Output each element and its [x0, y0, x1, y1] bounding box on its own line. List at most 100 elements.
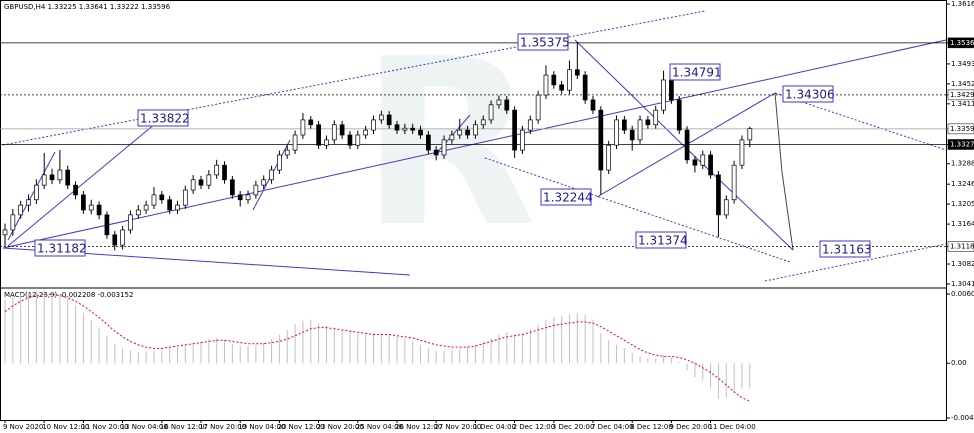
candle-body — [355, 134, 361, 146]
candle-body — [371, 119, 376, 131]
annotation-box — [635, 231, 687, 249]
candle-body — [261, 179, 267, 186]
x-tick-label: 2 Dec 12:00 — [513, 423, 556, 431]
candle-body — [198, 179, 204, 186]
candle-body — [49, 174, 55, 181]
candle-body — [143, 204, 149, 211]
candle-body — [418, 129, 423, 136]
candle-body — [708, 154, 713, 176]
candle-body — [747, 128, 753, 141]
candle-body — [88, 204, 94, 211]
y-tick-label: 1.30820 — [951, 260, 974, 268]
candle-body — [222, 164, 227, 181]
candle-body — [527, 119, 533, 131]
candle-body — [81, 194, 86, 211]
candle-body — [339, 124, 345, 136]
signal-line — [4, 293, 751, 402]
candle-body — [551, 74, 557, 86]
indicator-title: MACD(12,26,9) -0.002208 -0.003152 — [4, 291, 133, 299]
y-tick-label: 1.35362 — [950, 39, 974, 47]
candle-body — [300, 119, 306, 136]
candle-body — [316, 124, 321, 146]
candle-body — [574, 69, 580, 76]
candle-body — [629, 129, 635, 141]
candle-body — [253, 184, 259, 196]
candle-body — [653, 109, 659, 126]
candle-body — [606, 144, 612, 171]
candle-body — [269, 169, 274, 181]
candle-body — [410, 127, 416, 131]
x-tick-label: 23 Nov 20:00 — [317, 423, 364, 431]
candle-body — [182, 189, 188, 206]
annotation: 1.31374 — [638, 234, 688, 248]
candle-body — [57, 169, 63, 181]
y-tick-label: 1.34930 — [951, 60, 974, 68]
annotation-box — [540, 188, 592, 206]
x-tick-label: 10 Nov 12:00 — [42, 423, 89, 431]
x-tick-label: 3 Dec 20:00 — [552, 423, 595, 431]
candle-body — [18, 204, 24, 216]
x-tick-label: 9 Dec 20:00 — [669, 423, 712, 431]
candle-body — [10, 214, 16, 231]
x-tick-label: 1 Dec 04:00 — [473, 423, 516, 431]
annotation: 1.34791 — [672, 66, 722, 80]
candle-body — [739, 139, 745, 166]
candle-body — [700, 154, 706, 166]
candle-body — [175, 204, 180, 211]
annotation: 1.35375 — [520, 36, 570, 50]
price-tag — [947, 37, 974, 49]
x-tick-label: 7 Dec 04:00 — [591, 423, 634, 431]
candle-body — [716, 174, 721, 216]
candle-body — [441, 139, 447, 156]
y-tick-label: 1.34520 — [951, 80, 974, 88]
y-tick-label: 1.31640 — [951, 220, 974, 228]
candle-body — [723, 199, 729, 216]
y-tick-label: 1.32050 — [951, 200, 974, 208]
y-tick-label: 1.36160 — [951, 0, 974, 8]
x-tick-label: 17 Nov 20:00 — [199, 423, 246, 431]
x-tick-label: 13 Nov 04:00 — [121, 423, 168, 431]
price-tag — [947, 139, 974, 150]
x-tick-label: 25 Nov 04:00 — [356, 423, 403, 431]
candle-body — [284, 149, 290, 156]
candle-body — [214, 164, 220, 176]
candle-body — [535, 94, 541, 121]
candle-body — [692, 159, 698, 166]
candle-body — [426, 134, 431, 151]
price-tag — [947, 89, 974, 101]
annotation: 1.33822 — [140, 112, 190, 126]
y-tick-label: 1.31182 — [950, 242, 974, 250]
annotation: 1.32244 — [543, 191, 593, 205]
candle-body — [582, 74, 588, 101]
x-tick-label: 26 Nov 12:00 — [395, 423, 442, 431]
candle-body — [457, 129, 463, 136]
y-tick-label: 1.33596 — [950, 125, 974, 133]
candle-body — [559, 84, 564, 91]
candle-body — [104, 214, 110, 236]
y-tick-label: 0.00 — [951, 359, 967, 367]
candle-body — [394, 124, 400, 131]
annotation-box — [517, 33, 569, 51]
candle-body — [622, 119, 627, 131]
candle-body — [488, 104, 494, 121]
annotation-box — [669, 63, 721, 81]
y-tick-label: 1.33275 — [950, 140, 974, 148]
candle-body — [386, 114, 392, 126]
candle-body — [473, 124, 478, 136]
candle-body — [731, 164, 737, 201]
candle-body — [206, 174, 212, 186]
x-tick-label: 9 Nov 2020 — [3, 423, 43, 431]
candle-body — [245, 194, 251, 201]
y-tick-label: 1.34110 — [951, 100, 974, 108]
candle-body — [167, 199, 172, 211]
y-tick-label: 1.32460 — [951, 180, 974, 188]
candle-body — [378, 114, 384, 121]
annotation: 1.34306 — [785, 88, 835, 102]
candle-body — [363, 129, 368, 136]
candle-body — [34, 184, 39, 201]
x-tick-label: 8 Dec 12:00 — [630, 423, 673, 431]
candle-body — [112, 234, 118, 246]
y-tick-label: 1.30410 — [951, 280, 974, 288]
x-tick-label: 11 Nov 20:00 — [81, 423, 128, 431]
